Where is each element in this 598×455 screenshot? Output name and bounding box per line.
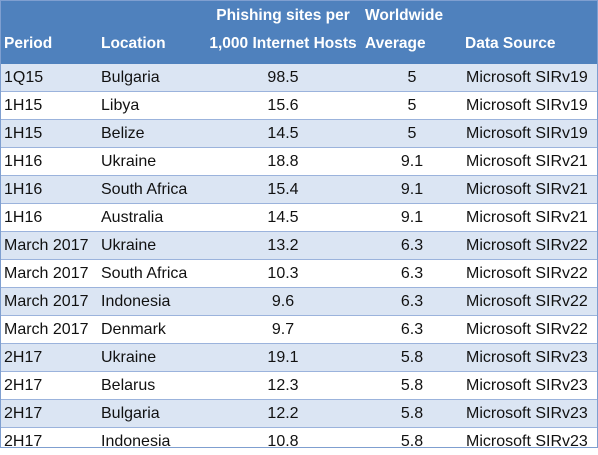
data-source-cell: Microsoft SIRv23 <box>462 372 597 400</box>
location-cell: Indonesia <box>98 428 204 455</box>
period-cell: 1Q15 <box>1 64 98 92</box>
period-cell: 1H15 <box>1 120 98 148</box>
location-cell: Ukraine <box>98 344 204 372</box>
location-cell: Libya <box>98 92 204 120</box>
worldwide-average-cell: 5 <box>362 64 462 92</box>
table-header: Period Location Phishing sites per 1,000… <box>1 1 597 64</box>
location-cell: Ukraine <box>98 148 204 176</box>
data-source-cell: Microsoft SIRv22 <box>462 316 597 344</box>
phishing-sites-cell: 98.5 <box>204 64 362 92</box>
location-cell: South Africa <box>98 176 204 204</box>
header-phishing-line1: Phishing sites per <box>207 2 359 30</box>
location-cell: Australia <box>98 204 204 232</box>
location-cell: South Africa <box>98 260 204 288</box>
worldwide-average-cell: 5 <box>362 120 462 148</box>
header-worldwide-average: Worldwide Average <box>362 1 462 64</box>
period-cell: 2H17 <box>1 372 98 400</box>
worldwide-average-cell: 9.1 <box>362 176 462 204</box>
data-source-cell: Microsoft SIRv21 <box>462 148 597 176</box>
header-phishing-sites: Phishing sites per 1,000 Internet Hosts <box>204 1 362 64</box>
worldwide-average-cell: 9.1 <box>362 148 462 176</box>
worldwide-average-cell: 5.8 <box>362 344 462 372</box>
header-data-source: Data Source <box>462 1 597 64</box>
phishing-sites-cell: 13.2 <box>204 232 362 260</box>
data-source-cell: Microsoft SIRv19 <box>462 64 597 92</box>
period-cell: 2H17 <box>1 400 98 428</box>
location-cell: Belarus <box>98 372 204 400</box>
worldwide-average-cell: 5 <box>362 92 462 120</box>
worldwide-average-cell: 5.8 <box>362 372 462 400</box>
data-source-cell: Microsoft SIRv21 <box>462 176 597 204</box>
header-row: Period Location Phishing sites per 1,000… <box>1 1 597 64</box>
worldwide-average-cell: 9.1 <box>362 204 462 232</box>
location-cell: Bulgaria <box>98 400 204 428</box>
data-source-cell: Microsoft SIRv22 <box>462 232 597 260</box>
location-cell: Belize <box>98 120 204 148</box>
period-cell: 2H17 <box>1 428 98 455</box>
data-source-cell: Microsoft SIRv22 <box>462 288 597 316</box>
data-source-cell: Microsoft SIRv22 <box>462 260 597 288</box>
header-phishing-line2: 1,000 Internet Hosts <box>207 30 359 58</box>
period-cell: March 2017 <box>1 260 98 288</box>
data-source-cell: Microsoft SIRv19 <box>462 92 597 120</box>
location-cell: Denmark <box>98 316 204 344</box>
phishing-sites-cell: 10.8 <box>204 428 362 455</box>
location-cell: Indonesia <box>98 288 204 316</box>
worldwide-average-cell: 5.8 <box>362 400 462 428</box>
worldwide-average-cell: 6.3 <box>362 316 462 344</box>
phishing-sites-cell: 18.8 <box>204 148 362 176</box>
header-worldwide-line2: Average <box>365 30 459 58</box>
period-cell: 1H16 <box>1 148 98 176</box>
period-cell: 2H17 <box>1 344 98 372</box>
location-cell: Ukraine <box>98 232 204 260</box>
data-source-cell: Microsoft SIRv23 <box>462 428 597 455</box>
worldwide-average-cell: 5.8 <box>362 428 462 455</box>
phishing-sites-cell: 15.4 <box>204 176 362 204</box>
period-cell: March 2017 <box>1 288 98 316</box>
phishing-sites-cell: 12.3 <box>204 372 362 400</box>
header-worldwide-line1: Worldwide <box>365 2 459 30</box>
header-location: Location <box>98 1 204 64</box>
worldwide-average-cell: 6.3 <box>362 288 462 316</box>
phishing-sites-cell: 10.3 <box>204 260 362 288</box>
phishing-sites-cell: 14.5 <box>204 120 362 148</box>
phishing-sites-cell: 15.6 <box>204 92 362 120</box>
worldwide-average-cell: 6.3 <box>362 260 462 288</box>
phishing-sites-cell: 19.1 <box>204 344 362 372</box>
data-source-cell: Microsoft SIRv23 <box>462 400 597 428</box>
data-source-cell: Microsoft SIRv19 <box>462 120 597 148</box>
header-period: Period <box>1 1 98 64</box>
worldwide-average-cell: 6.3 <box>362 232 462 260</box>
period-cell: 1H15 <box>1 92 98 120</box>
location-cell: Bulgaria <box>98 64 204 92</box>
phishing-sites-cell: 14.5 <box>204 204 362 232</box>
period-cell: March 2017 <box>1 316 98 344</box>
period-cell: 1H16 <box>1 204 98 232</box>
period-cell: March 2017 <box>1 232 98 260</box>
phishing-sites-cell: 12.2 <box>204 400 362 428</box>
phishing-sites-cell: 9.6 <box>204 288 362 316</box>
phishing-sites-cell: 9.7 <box>204 316 362 344</box>
data-source-cell: Microsoft SIRv21 <box>462 204 597 232</box>
period-cell: 1H16 <box>1 176 98 204</box>
data-source-cell: Microsoft SIRv23 <box>462 344 597 372</box>
